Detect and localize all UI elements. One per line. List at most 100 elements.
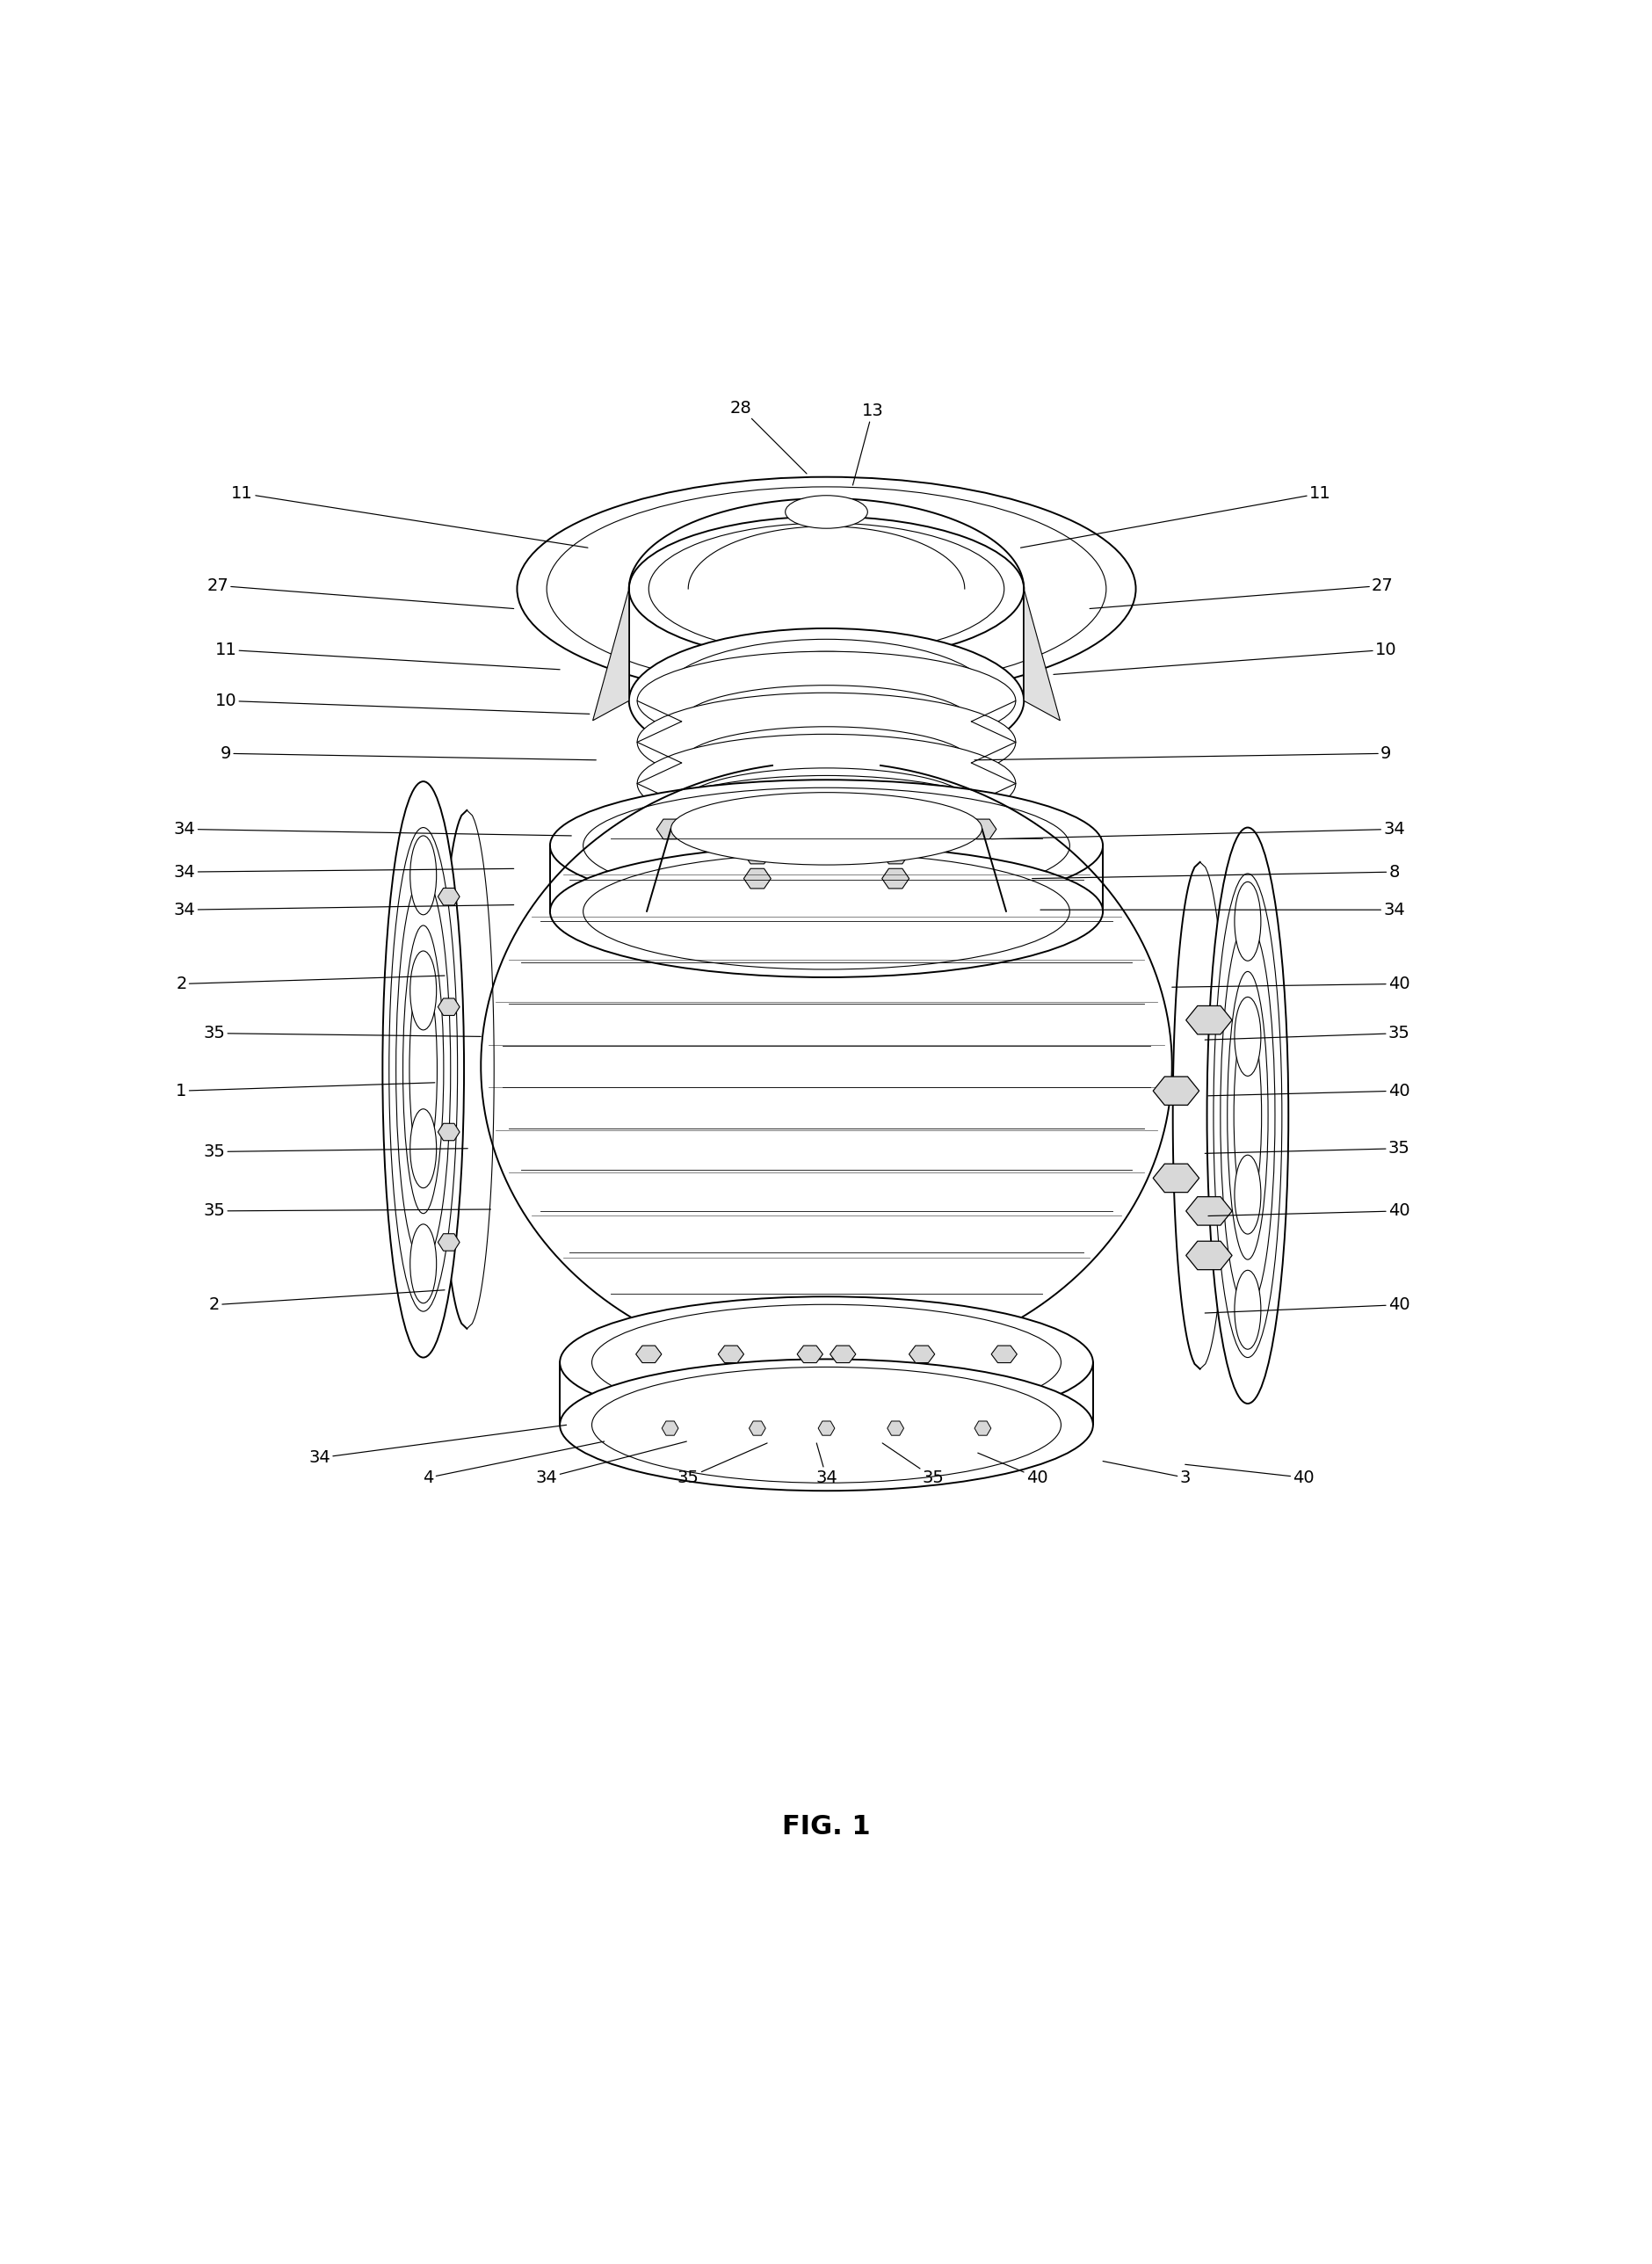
Polygon shape — [593, 589, 629, 720]
Text: 34: 34 — [173, 863, 514, 881]
Ellipse shape — [638, 652, 1014, 749]
Text: 35: 35 — [882, 1442, 943, 1485]
Text: 34: 34 — [814, 1442, 838, 1485]
Polygon shape — [1186, 1198, 1231, 1225]
Ellipse shape — [550, 847, 1102, 978]
Ellipse shape — [1234, 1155, 1260, 1234]
Text: 1: 1 — [175, 1082, 434, 1100]
Ellipse shape — [681, 767, 971, 840]
Ellipse shape — [638, 734, 1014, 833]
Text: 10: 10 — [215, 693, 590, 713]
Polygon shape — [438, 887, 459, 906]
Polygon shape — [743, 844, 770, 865]
Ellipse shape — [692, 652, 960, 749]
Ellipse shape — [681, 811, 971, 883]
Ellipse shape — [396, 876, 451, 1263]
Polygon shape — [636, 1345, 661, 1363]
Ellipse shape — [583, 854, 1069, 969]
Text: 35: 35 — [203, 1202, 491, 1220]
Text: 10: 10 — [1052, 641, 1396, 675]
Ellipse shape — [403, 926, 443, 1214]
Text: 34: 34 — [173, 901, 514, 919]
Ellipse shape — [410, 1225, 436, 1304]
Ellipse shape — [410, 1109, 436, 1189]
Ellipse shape — [382, 781, 464, 1358]
Text: 35: 35 — [203, 1026, 481, 1041]
Text: 27: 27 — [1089, 577, 1393, 609]
Text: 34: 34 — [309, 1424, 567, 1467]
Text: 40: 40 — [1184, 1465, 1313, 1485]
Text: FIG. 1: FIG. 1 — [781, 1813, 871, 1838]
Ellipse shape — [638, 693, 1014, 792]
Text: 2: 2 — [208, 1290, 444, 1313]
Text: 8: 8 — [1031, 863, 1399, 881]
Polygon shape — [661, 1422, 677, 1435]
Polygon shape — [438, 1234, 459, 1250]
Ellipse shape — [410, 835, 436, 915]
Text: 9: 9 — [220, 745, 596, 761]
Ellipse shape — [671, 792, 981, 865]
Polygon shape — [748, 1422, 765, 1435]
Polygon shape — [882, 869, 909, 887]
Text: 13: 13 — [852, 403, 882, 484]
Ellipse shape — [591, 1304, 1061, 1420]
Text: 34: 34 — [173, 822, 572, 838]
Ellipse shape — [681, 686, 971, 758]
Text: 35: 35 — [677, 1442, 767, 1485]
Polygon shape — [438, 998, 459, 1017]
Text: 4: 4 — [423, 1442, 605, 1485]
Ellipse shape — [560, 1358, 1092, 1490]
Text: 34: 34 — [535, 1442, 686, 1485]
Text: 27: 27 — [206, 577, 514, 609]
Ellipse shape — [547, 487, 1105, 691]
Ellipse shape — [550, 779, 1102, 912]
Ellipse shape — [648, 523, 1004, 654]
Ellipse shape — [629, 629, 1023, 774]
Text: 40: 40 — [1208, 1082, 1409, 1100]
Text: 11: 11 — [231, 484, 588, 548]
Ellipse shape — [560, 1297, 1092, 1429]
Ellipse shape — [681, 727, 971, 799]
Ellipse shape — [591, 1367, 1061, 1483]
Polygon shape — [887, 1422, 904, 1435]
Text: 40: 40 — [978, 1453, 1047, 1485]
Ellipse shape — [638, 777, 1014, 874]
Polygon shape — [975, 1422, 991, 1435]
Polygon shape — [796, 1345, 823, 1363]
Ellipse shape — [1206, 829, 1289, 1404]
Ellipse shape — [1234, 1270, 1260, 1349]
Ellipse shape — [1232, 1017, 1260, 1214]
Text: 2: 2 — [175, 976, 444, 992]
Polygon shape — [829, 1345, 856, 1363]
Ellipse shape — [629, 516, 1023, 661]
Polygon shape — [438, 1123, 459, 1141]
Ellipse shape — [657, 638, 995, 763]
Polygon shape — [968, 820, 996, 840]
Ellipse shape — [1219, 921, 1274, 1309]
Text: 34: 34 — [991, 822, 1404, 840]
Text: 34: 34 — [1039, 901, 1404, 919]
Ellipse shape — [785, 496, 867, 528]
Text: 35: 35 — [203, 1143, 468, 1159]
Polygon shape — [1186, 1241, 1231, 1270]
Polygon shape — [909, 1345, 935, 1363]
Text: 28: 28 — [730, 398, 806, 473]
Ellipse shape — [388, 829, 458, 1311]
Polygon shape — [656, 820, 684, 840]
Text: 9: 9 — [975, 745, 1391, 761]
Ellipse shape — [583, 788, 1069, 903]
Text: 35: 35 — [1204, 1026, 1409, 1041]
Text: 40: 40 — [1171, 976, 1409, 992]
Ellipse shape — [517, 478, 1135, 702]
Polygon shape — [1153, 1164, 1198, 1193]
Text: 40: 40 — [1204, 1297, 1409, 1313]
Text: 11: 11 — [1019, 484, 1330, 548]
Polygon shape — [991, 1345, 1016, 1363]
Ellipse shape — [1227, 971, 1267, 1259]
Polygon shape — [743, 869, 770, 887]
Polygon shape — [1186, 1005, 1231, 1035]
Polygon shape — [1023, 589, 1059, 720]
Polygon shape — [1153, 1078, 1198, 1105]
Polygon shape — [717, 1345, 743, 1363]
Polygon shape — [882, 844, 909, 865]
